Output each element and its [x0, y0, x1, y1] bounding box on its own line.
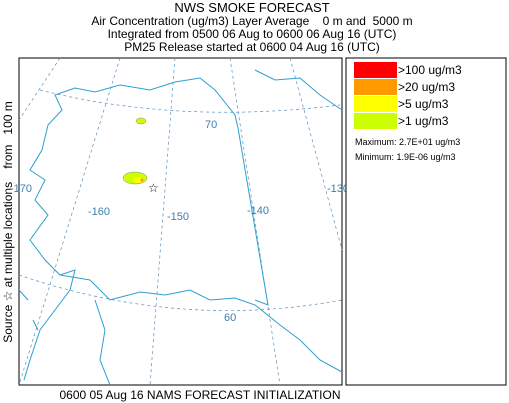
coastline	[18, 69, 343, 386]
smoke-plume: ☆	[122, 117, 159, 195]
graticule-label: -140	[247, 205, 269, 217]
legend-swatch	[354, 96, 397, 112]
side-label: Source ☆ at multiple locations from 100 …	[1, 101, 15, 343]
legend-minimum: Minimum: 1.9E-06 ug/m3	[355, 152, 456, 162]
map: ☆ 70 60 -170 -160 -150 -140 -130	[10, 57, 349, 386]
subtitle: Integrated from 0500 06 Aug to 0600 06 A…	[108, 27, 397, 41]
legend-label: >20 ug/m3	[398, 80, 455, 94]
legend-label: >100 ug/m3	[398, 63, 462, 77]
graticule-label: 70	[205, 119, 217, 131]
graticule	[18, 57, 343, 386]
legend-label: >5 ug/m3	[398, 97, 449, 111]
title: NWS SMOKE FORECAST	[174, 0, 329, 15]
legend-swatch	[354, 113, 397, 129]
legend: Maximum: 2.7E+01 ug/m3 Minimum: 1.9E-06 …	[345, 57, 507, 386]
legend-frame	[345, 57, 507, 386]
source-star: ☆	[148, 181, 159, 195]
graticule-label: -130	[327, 183, 349, 195]
subtitle: Air Concentration (ug/m3) Layer Average …	[91, 14, 412, 28]
graticule-label: 60	[224, 312, 236, 324]
graticule-label: -160	[88, 206, 110, 218]
graticule-label: -150	[167, 211, 189, 223]
legend-swatch	[354, 62, 397, 78]
footer: 0600 05 Aug 16 NAMS FORECAST INITIALIZAT…	[60, 388, 341, 402]
graticule-label: -170	[10, 183, 32, 195]
legend-swatch	[354, 79, 397, 95]
legend-label: >1 ug/m3	[398, 114, 449, 128]
legend-maximum: Maximum: 2.7E+01 ug/m3	[355, 137, 460, 147]
subtitle: PM25 Release started at 0600 04 Aug 16 (…	[124, 40, 379, 54]
